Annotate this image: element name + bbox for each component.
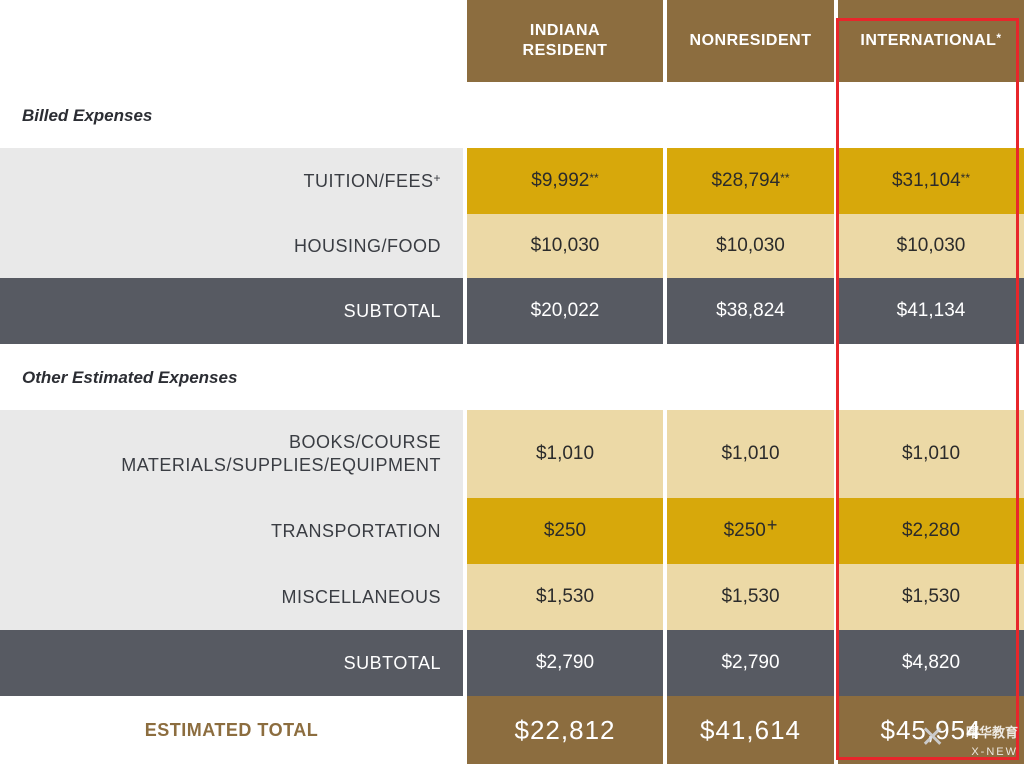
- tuition-indiana-resident: $9,992 **: [467, 148, 663, 214]
- watermark-en-text: X-NEW: [971, 746, 1018, 758]
- row-label-subtotal-billed: SUBTOTAL: [0, 278, 463, 344]
- subtotal-billed-international: $41,134: [838, 278, 1024, 344]
- transport-nonresident: $250 +: [667, 498, 834, 564]
- subtotal-other-international: $4,820: [838, 630, 1024, 696]
- tuition-value-international: $31,104: [891, 170, 961, 191]
- tuition-value-nonresident: $28,794: [711, 170, 781, 191]
- books-international: $1,010: [838, 410, 1024, 498]
- books-label-line2: MATERIALS/SUPPLIES/EQUIPMENT: [121, 455, 441, 475]
- transport-nonresident-marker: +: [766, 514, 778, 535]
- section-billed-expenses: Billed Expenses: [0, 82, 1024, 148]
- total-international: $45,954: [838, 696, 1024, 764]
- books-label-line1: BOOKS/COURSE: [288, 432, 441, 452]
- row-label-subtotal-other: SUBTOTAL: [0, 630, 463, 696]
- tuition-label-text: TUITION/FEES: [303, 170, 434, 191]
- total-nonresident: $41,614: [667, 696, 834, 764]
- row-estimated-total: ESTIMATED TOTAL $22,812 $41,614 $45,954: [0, 696, 1024, 764]
- watermark-logo: ✕ 曙华教育 X-NEW: [920, 720, 1020, 760]
- subtotal-other-resident: $2,790: [467, 630, 663, 696]
- row-label-tuition: TUITION/FEES +: [0, 148, 463, 214]
- row-tuition-fees: TUITION/FEES + $9,992 ** $28,794 ** $31,104…: [0, 148, 1024, 214]
- watermark-cn-text: 曙华教育: [965, 725, 1018, 740]
- row-label-books: BOOKS/COURSE MATERIALS/SUPPLIES/EQUIPMEN…: [0, 410, 463, 498]
- housing-international: $10,030: [838, 214, 1024, 278]
- tuition-nonresident: $28,794 **: [667, 148, 834, 214]
- misc-international: $1,530: [838, 564, 1024, 630]
- housing-nonresident: $10,030: [667, 214, 834, 278]
- row-label-estimated-total: ESTIMATED TOTAL: [144, 719, 319, 740]
- header-international: INTERNATIONAL *: [838, 0, 1024, 82]
- housing-indiana-resident: $10,030: [467, 214, 663, 278]
- section-other-expenses: Other Estimated Expenses: [0, 344, 1024, 410]
- row-miscellaneous: MISCELLANEOUS $1,530 $1,530 $1,530: [0, 564, 1024, 630]
- row-label-transportation: TRANSPORTATION: [0, 498, 463, 564]
- subtotal-billed-resident: $20,022: [467, 278, 663, 344]
- transport-international: $2,280: [838, 498, 1024, 564]
- section-title-billed: Billed Expenses: [22, 105, 153, 125]
- header-row: INDIANA RESIDENT NONRESIDENT INTERNATION…: [0, 0, 1024, 82]
- header-nonresident-label: NONRESIDENT: [689, 32, 812, 49]
- row-label-housing: HOUSING/FOOD: [0, 214, 463, 278]
- header-indiana-resident-label: INDIANA RESIDENT: [522, 22, 608, 59]
- row-subtotal-other: SUBTOTAL $2,790 $2,790 $4,820: [0, 630, 1024, 696]
- row-transportation: TRANSPORTATION $250 $250 + $2,280: [0, 498, 1024, 564]
- subtotal-billed-nonresident: $38,824: [667, 278, 834, 344]
- tuition-international: $31,104 **: [838, 148, 1024, 214]
- misc-indiana-resident: $1,530: [467, 564, 663, 630]
- header-international-label: INTERNATIONAL: [860, 32, 997, 49]
- misc-nonresident: $1,530: [667, 564, 834, 630]
- row-label-misc: MISCELLANEOUS: [0, 564, 463, 630]
- subtotal-other-nonresident: $2,790: [667, 630, 834, 696]
- header-indiana-resident: INDIANA RESIDENT: [467, 0, 663, 82]
- row-housing-food: HOUSING/FOOD $10,030 $10,030 $10,030: [0, 214, 1024, 278]
- books-indiana-resident: $1,010: [467, 410, 663, 498]
- transport-indiana-resident: $250: [467, 498, 663, 564]
- section-title-other: Other Estimated Expenses: [22, 367, 238, 387]
- header-nonresident: NONRESIDENT: [667, 0, 834, 82]
- books-nonresident: $1,010: [667, 410, 834, 498]
- watermark-x-icon: ✕: [920, 721, 946, 754]
- tuition-value-resident: $9,992: [531, 170, 590, 191]
- row-books-supplies: BOOKS/COURSE MATERIALS/SUPPLIES/EQUIPMEN…: [0, 410, 1024, 498]
- row-subtotal-billed: SUBTOTAL $20,022 $38,824 $41,134: [0, 278, 1024, 344]
- transport-value-nonresident: $250: [723, 520, 766, 541]
- total-indiana-resident: $22,812: [467, 696, 663, 764]
